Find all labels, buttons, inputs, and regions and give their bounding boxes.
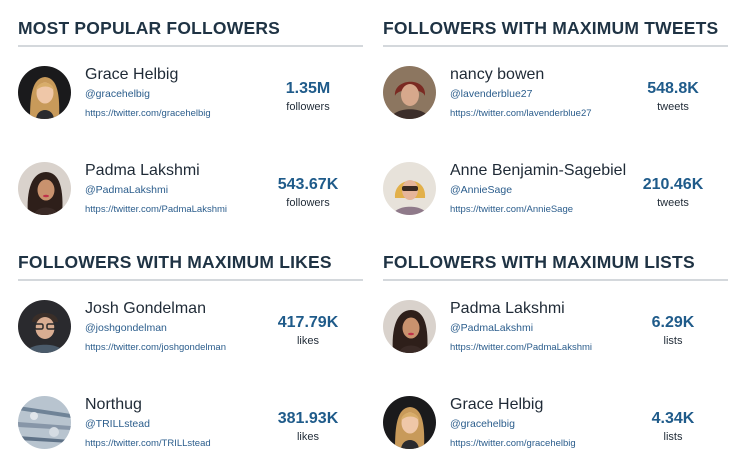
follower-card: Anne Benjamin-Sagebiel @AnnieSage https:…: [383, 162, 728, 218]
stat: 548.8K tweets: [618, 80, 728, 114]
stat: 1.35M followers: [253, 80, 363, 114]
profile-link[interactable]: https://twitter.com/gracehelbig: [450, 438, 576, 449]
follower-handle[interactable]: @joshgondelman: [85, 322, 167, 334]
avatar[interactable]: [383, 396, 436, 449]
section-title: FOLLOWERS WITH MAXIMUM LIKES: [18, 252, 363, 281]
follower-name[interactable]: Josh Gondelman: [85, 300, 206, 317]
profile-link[interactable]: https://twitter.com/PadmaLakshmi: [85, 204, 228, 215]
profile-link[interactable]: https://twitter.com/PadmaLakshmi: [450, 342, 593, 353]
follower-card: Grace Helbig @gracehelbig https://twitte…: [383, 396, 728, 452]
most-popular-followers-section: MOST POPULAR FOLLOWERS Grace Helbig @gra…: [18, 18, 363, 215]
follower-name[interactable]: Northug: [85, 396, 142, 413]
stat-value: 6.29K: [651, 314, 695, 331]
stat-label: lists: [663, 431, 683, 443]
stat: 381.93K likes: [253, 410, 363, 444]
follower-name[interactable]: nancy bowen: [450, 66, 545, 83]
follower-handle[interactable]: @PadmaLakshmi: [450, 322, 534, 334]
follower-card: Grace Helbig @gracehelbig https://twitte…: [18, 66, 363, 122]
stat-label: tweets: [657, 101, 689, 113]
avatar[interactable]: [383, 162, 436, 215]
nancy-bowen-avatar-image: [383, 66, 436, 119]
stat: 4.34K lists: [618, 410, 728, 444]
avatar[interactable]: [18, 396, 71, 449]
follower-handle[interactable]: @TRILLstead: [85, 418, 150, 430]
anne-benjamin-sagebiel-avatar-image: [383, 162, 436, 215]
stat-label: likes: [296, 335, 319, 347]
grace-helbig-avatar-image: [18, 66, 71, 119]
profile-link[interactable]: https://twitter.com/AnnieSage: [450, 204, 574, 215]
stat-value: 4.34K: [651, 410, 695, 427]
follower-handle[interactable]: @lavenderblue27: [450, 88, 533, 100]
stat-label: lists: [663, 335, 683, 347]
avatar[interactable]: [383, 66, 436, 119]
stat-value: 210.46K: [642, 176, 704, 193]
avatar[interactable]: [18, 162, 71, 215]
profile-link[interactable]: https://twitter.com/lavenderblue27: [450, 108, 592, 119]
stat-value: 548.8K: [647, 80, 699, 97]
follower-card: nancy bowen @lavenderblue27 https://twit…: [383, 66, 728, 122]
follower-card: Josh Gondelman @joshgondelman https://tw…: [18, 300, 363, 356]
follower-card: Padma Lakshmi @PadmaLakshmi https://twit…: [383, 300, 728, 356]
follower-card: Northug @TRILLstead https://twitter.com/…: [18, 396, 363, 452]
follower-name[interactable]: Padma Lakshmi: [450, 300, 565, 317]
northug-avatar-image: [18, 396, 71, 449]
follower-handle[interactable]: @AnnieSage: [450, 184, 513, 196]
stat: 417.79K likes: [253, 314, 363, 348]
avatar[interactable]: [383, 300, 436, 353]
stat-label: followers: [286, 101, 330, 113]
follower-handle[interactable]: @gracehelbig: [450, 418, 515, 430]
stat-label: followers: [286, 197, 330, 209]
stat: 543.67K followers: [253, 176, 363, 210]
follower-name[interactable]: Anne Benjamin-Sagebiel: [450, 162, 627, 179]
maximum-likes-section: FOLLOWERS WITH MAXIMUM LIKES Josh Gondel…: [18, 252, 363, 449]
stat-label: likes: [296, 431, 319, 443]
follower-name[interactable]: Grace Helbig: [450, 396, 544, 413]
grace-helbig-avatar-image: [383, 396, 436, 449]
josh-gondelman-avatar-image: [18, 300, 71, 353]
profile-link[interactable]: https://twitter.com/TRILLstead: [85, 438, 211, 449]
section-title: MOST POPULAR FOLLOWERS: [18, 18, 363, 47]
avatar[interactable]: [18, 66, 71, 119]
follower-name[interactable]: Padma Lakshmi: [85, 162, 200, 179]
avatar[interactable]: [18, 300, 71, 353]
maximum-tweets-section: FOLLOWERS WITH MAXIMUM TWEETS nancy bowe…: [383, 18, 728, 215]
stat-label: tweets: [657, 197, 689, 209]
stat-value: 381.93K: [277, 410, 339, 427]
maximum-lists-section: FOLLOWERS WITH MAXIMUM LISTS Padma Laksh…: [383, 252, 728, 449]
section-title: FOLLOWERS WITH MAXIMUM TWEETS: [383, 18, 728, 47]
section-title: FOLLOWERS WITH MAXIMUM LISTS: [383, 252, 728, 281]
stat-value: 1.35M: [285, 80, 331, 97]
stat: 210.46K tweets: [618, 176, 728, 210]
padma-lakshmi-avatar-image: [383, 300, 436, 353]
profile-link[interactable]: https://twitter.com/gracehelbig: [85, 108, 211, 119]
padma-lakshmi-avatar-image: [18, 162, 71, 215]
stat-value: 417.79K: [277, 314, 339, 331]
follower-handle[interactable]: @gracehelbig: [85, 88, 150, 100]
follower-card: Padma Lakshmi @PadmaLakshmi https://twit…: [18, 162, 363, 218]
profile-link[interactable]: https://twitter.com/joshgondelman: [85, 342, 226, 353]
follower-name[interactable]: Grace Helbig: [85, 66, 179, 83]
follower-handle[interactable]: @PadmaLakshmi: [85, 184, 169, 196]
stat: 6.29K lists: [618, 314, 728, 348]
stat-value: 543.67K: [277, 176, 339, 193]
